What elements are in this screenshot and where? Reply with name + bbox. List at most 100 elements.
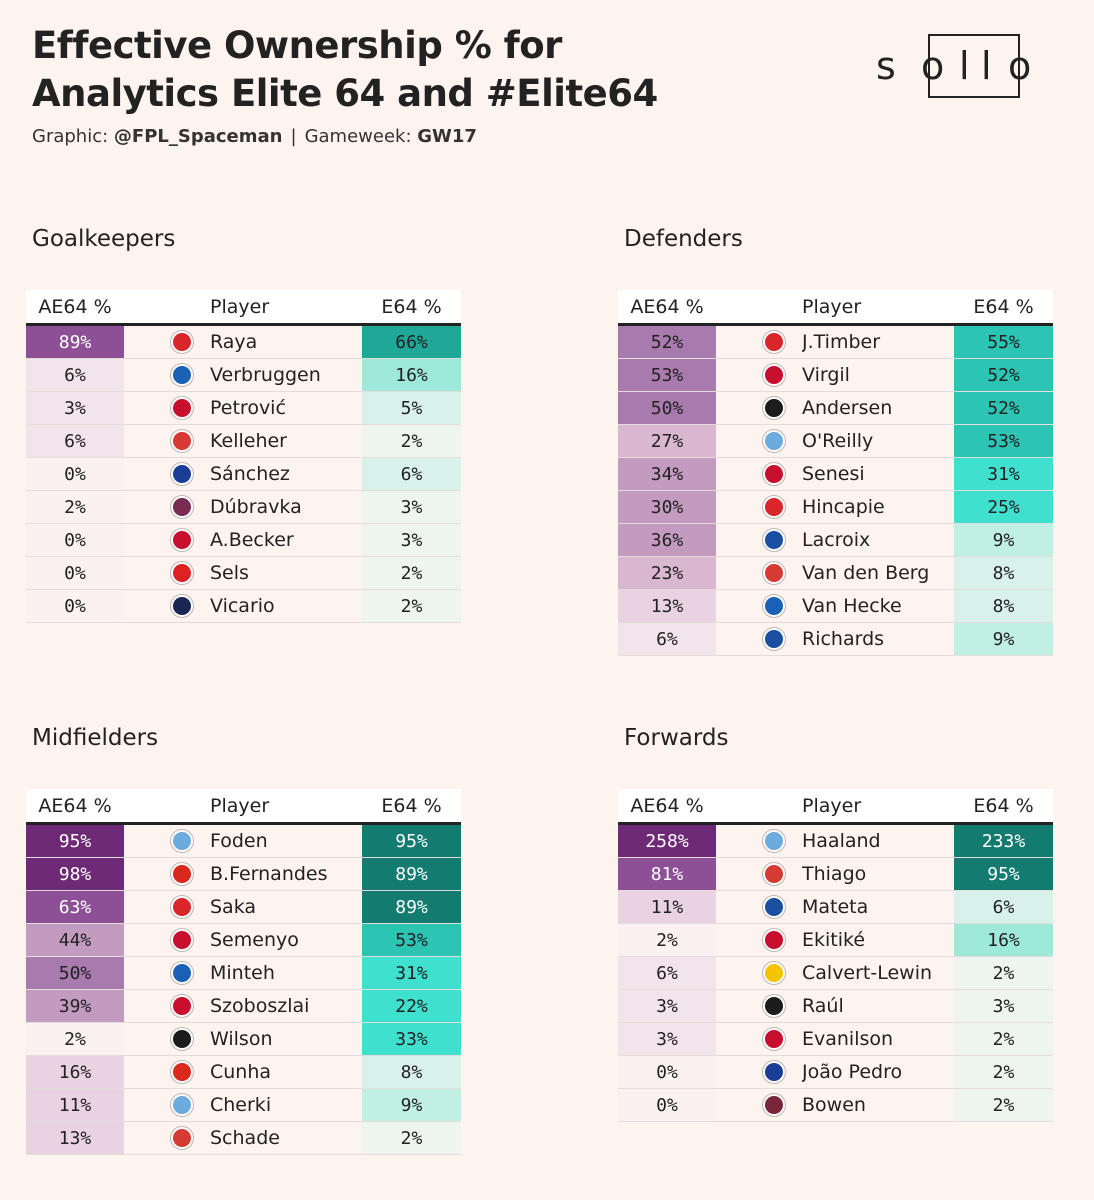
player-name: Sánchez <box>210 457 362 491</box>
e64-cell: 2% <box>954 956 1053 990</box>
club-crest-icon <box>763 962 785 985</box>
club-crest-icon <box>171 463 193 486</box>
player-name: Calvert-Lewin <box>802 956 954 990</box>
crest-cell <box>154 457 210 491</box>
e64-cell: 95% <box>362 823 461 858</box>
crest-cell <box>154 857 210 891</box>
club-crest-icon <box>171 562 193 585</box>
ae64-cell: 0% <box>26 589 124 623</box>
header-row: AE64 % Player E64 % <box>618 789 1053 825</box>
gap-cell <box>716 1088 746 1122</box>
table-row: 39% Szoboszlai 22% <box>26 989 461 1023</box>
ae64-cell: 30% <box>618 490 716 524</box>
gap-cell <box>716 324 746 359</box>
ae64-cell: 44% <box>26 923 124 957</box>
club-crest-icon <box>171 364 193 387</box>
crest-cell <box>154 589 210 623</box>
crest-cell <box>154 923 210 957</box>
player-name: Foden <box>210 823 362 858</box>
ae64-cell: 13% <box>26 1121 124 1155</box>
ae64-cell: 36% <box>618 523 716 557</box>
table-row: 53% Virgil 52% <box>618 358 1053 392</box>
player-name: Senesi <box>802 457 954 491</box>
table-row: 63% Saka 89% <box>26 890 461 924</box>
ae64-cell: 6% <box>26 424 124 458</box>
column-header-player: Player <box>802 789 954 825</box>
club-crest-icon <box>171 929 193 952</box>
club-crest-icon <box>171 1061 193 1084</box>
gap-cell <box>124 956 154 990</box>
ae64-cell: 6% <box>26 358 124 392</box>
gap-cell <box>124 989 154 1023</box>
ae64-cell: 50% <box>618 391 716 425</box>
e64-cell: 8% <box>954 589 1053 623</box>
ae64-cell: 63% <box>26 890 124 924</box>
gameweek-value: GW17 <box>417 126 477 147</box>
player-name: Szoboszlai <box>210 989 362 1023</box>
e64-cell: 9% <box>954 523 1053 557</box>
crest-cell <box>746 358 802 392</box>
goalkeepers-table: AE64 % Player E64 % 89% Raya 66% 6% Verbruggen 1… <box>26 290 461 623</box>
e64-cell: 8% <box>362 1055 461 1089</box>
player-name: Haaland <box>802 823 954 858</box>
player-name: J.Timber <box>802 324 954 359</box>
crest-cell <box>746 1088 802 1122</box>
column-header-ae64: AE64 % <box>618 789 716 825</box>
ae64-cell: 2% <box>26 490 124 524</box>
crest-cell <box>746 1055 802 1089</box>
gap-cell <box>716 589 746 623</box>
ae64-cell: 50% <box>26 956 124 990</box>
e64-cell: 9% <box>954 622 1053 656</box>
player-name: Verbruggen <box>210 358 362 392</box>
crest-cell <box>154 956 210 990</box>
player-name: Cherki <box>210 1088 362 1122</box>
gameweek-label: Gameweek: <box>304 126 412 147</box>
crest-cell <box>154 358 210 392</box>
crest-cell <box>154 1022 210 1056</box>
crest-cell <box>746 556 802 590</box>
ae64-cell: 258% <box>618 823 716 858</box>
subtitle: Graphic: @FPL_Spaceman | Gameweek: GW17 <box>32 126 477 147</box>
player-name: Cunha <box>210 1055 362 1089</box>
column-header-e64: E64 % <box>954 290 1053 326</box>
crest-cell <box>154 1121 210 1155</box>
e64-cell: 2% <box>954 1088 1053 1122</box>
gap-cell <box>124 556 154 590</box>
ae64-cell: 89% <box>26 324 124 359</box>
table-row: 13% Van Hecke 8% <box>618 589 1053 623</box>
table-row: 44% Semenyo 53% <box>26 923 461 957</box>
crest-cell <box>746 989 802 1023</box>
e64-cell: 89% <box>362 890 461 924</box>
table-row: 0% Sels 2% <box>26 556 461 590</box>
table-row: 23% Van den Berg 8% <box>618 556 1053 590</box>
column-spacer <box>746 290 802 326</box>
gap-cell <box>716 823 746 858</box>
player-name: Ekitiké <box>802 923 954 957</box>
ae64-cell: 39% <box>26 989 124 1023</box>
logo-letter: s <box>876 44 896 88</box>
crest-cell <box>154 490 210 524</box>
player-name: Kelleher <box>210 424 362 458</box>
e64-cell: 16% <box>954 923 1053 957</box>
ae64-cell: 52% <box>618 324 716 359</box>
table-row: 3% Evanilson 2% <box>618 1022 1053 1056</box>
column-header-ae64: AE64 % <box>26 290 124 326</box>
gap-cell <box>124 857 154 891</box>
logo-letter: o <box>1008 44 1032 88</box>
player-name: Vicario <box>210 589 362 623</box>
defenders-table: AE64 % Player E64 % 52% J.Timber 55% 53% Virgil… <box>618 290 1053 656</box>
column-spacer <box>154 789 210 825</box>
crest-cell <box>746 890 802 924</box>
club-crest-icon <box>763 529 785 552</box>
column-spacer <box>124 290 154 326</box>
gap-cell <box>124 358 154 392</box>
gap-cell <box>716 989 746 1023</box>
player-name: Sels <box>210 556 362 590</box>
crest-cell <box>746 622 802 656</box>
table-row: 2% Dúbravka 3% <box>26 490 461 524</box>
ae64-cell: 53% <box>618 358 716 392</box>
gap-cell <box>124 1088 154 1122</box>
crest-cell <box>746 523 802 557</box>
club-crest-icon <box>763 1028 785 1051</box>
e64-cell: 9% <box>362 1088 461 1122</box>
